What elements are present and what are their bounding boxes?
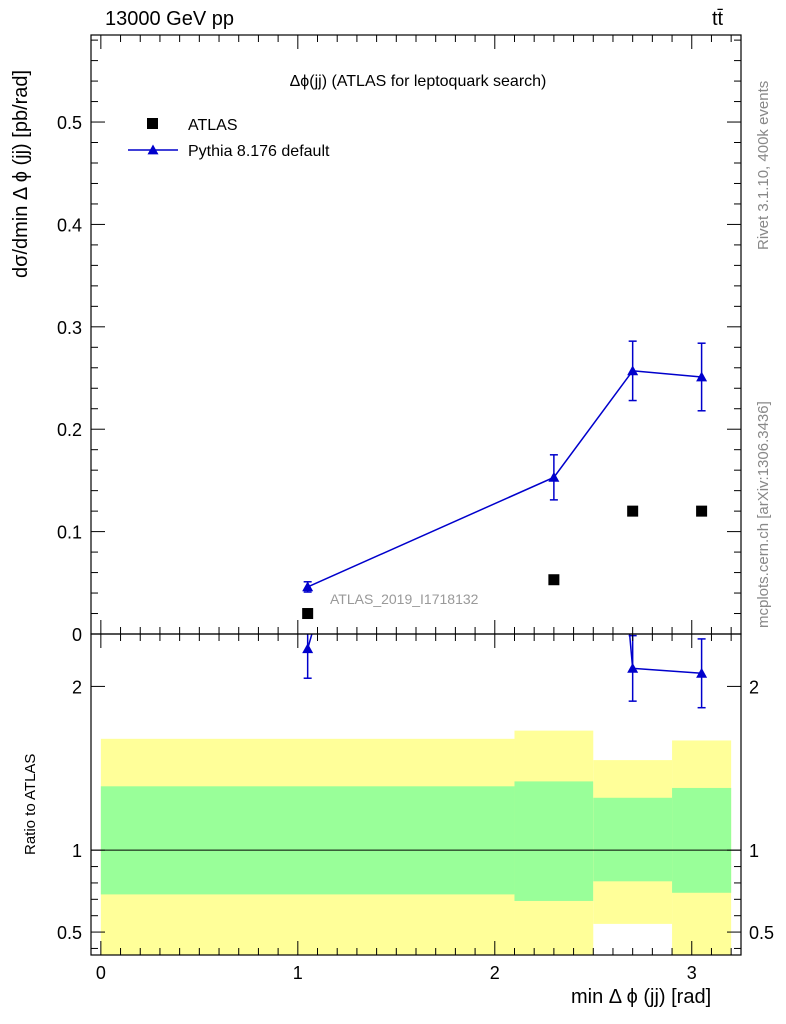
- data-point: [696, 505, 708, 517]
- legend-pythia-marker: [147, 144, 159, 155]
- y-tick-label: 0.2: [57, 420, 82, 440]
- inner-band-2: [593, 797, 673, 882]
- y-tick-label: 0: [72, 625, 82, 645]
- legend-atlas-marker: [147, 118, 158, 129]
- data-series: [302, 340, 708, 709]
- ratio-point: [302, 643, 314, 654]
- x-tick-label: 3: [687, 963, 697, 983]
- y-tick-label: 0.5: [57, 113, 82, 133]
- ratio-tick-label-right: 0.5: [749, 923, 774, 943]
- data-point: [302, 608, 314, 620]
- channel-label: tt̄: [712, 8, 724, 30]
- mc-point: [627, 365, 639, 376]
- legend-atlas-label: ATLAS: [188, 117, 238, 134]
- data-point: [548, 574, 560, 586]
- mc-point: [302, 581, 314, 592]
- ratio-tick-label: 1: [72, 841, 82, 861]
- tick-labels: 0 1 2 3 0 0.1 0.2 0.3 0.4 0.5 0.5 0.5 1 1 2 2: [57, 113, 774, 983]
- ratio-point: [696, 667, 708, 678]
- data-point: [627, 505, 639, 517]
- y-tick-label: 0.1: [57, 523, 82, 543]
- y-tick-label: 0.4: [57, 215, 82, 235]
- mc-line: [307, 370, 702, 588]
- uncertainty-bands: [100, 730, 732, 955]
- legend-pythia-label: Pythia 8.176 default: [188, 143, 330, 160]
- inner-band-3: [672, 787, 732, 893]
- y-tick-label: 0.3: [57, 318, 82, 338]
- ratio-tick-label: 0.5: [57, 923, 82, 943]
- ratio-line: [306, 634, 702, 675]
- process-label: 13000 GeV pp: [105, 8, 234, 30]
- x-tick-label: 2: [490, 963, 500, 983]
- axes: [90, 34, 742, 956]
- ratio-tick-label: 2: [72, 677, 82, 697]
- x-axis-label: min Δ ϕ (jj) [rad]: [571, 986, 712, 1008]
- chart-title: Δϕ(jj) (ATLAS for leptoquark search): [290, 73, 547, 90]
- analysis-watermark: ATLAS_2019_I1718132: [330, 591, 479, 607]
- ratio-tick-label-right: 2: [749, 677, 759, 697]
- ratio-point: [627, 662, 639, 673]
- legend: ATLAS Pythia 8.176 default: [128, 117, 330, 160]
- ratio-tick-label-right: 1: [749, 841, 759, 861]
- x-tick-label: 0: [96, 963, 106, 983]
- inner-band-0: [100, 786, 515, 895]
- ratio-series: [302, 634, 708, 709]
- mc-point: [696, 371, 708, 382]
- inner-band-1: [514, 781, 594, 901]
- x-tick-label: 1: [293, 963, 303, 983]
- mc-point: [548, 471, 560, 482]
